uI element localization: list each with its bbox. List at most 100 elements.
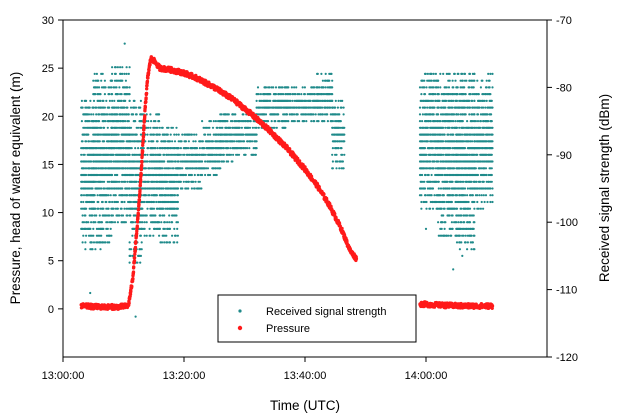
signal-point (158, 120, 161, 123)
signal-point (463, 72, 467, 75)
signal-point (89, 227, 92, 230)
signal-point (455, 221, 458, 224)
pressure-point (136, 207, 141, 212)
signal-point (449, 147, 452, 150)
signal-point (90, 113, 93, 116)
signal-point (158, 221, 161, 224)
signal-point (108, 180, 111, 183)
signal-point (110, 234, 113, 237)
signal-point (161, 126, 164, 129)
signal-point (139, 99, 142, 102)
signal-point (87, 140, 91, 143)
signal-point (291, 99, 294, 102)
signal-point (442, 153, 445, 156)
signal-point (126, 194, 129, 197)
pressure-point (141, 135, 146, 139)
signal-point (158, 227, 161, 230)
signal-point (267, 120, 270, 123)
signal-point (111, 173, 114, 177)
signal-point (438, 99, 441, 102)
signal-point (455, 99, 459, 102)
signal-point (491, 86, 494, 89)
signal-point (134, 106, 138, 109)
signal-point (116, 173, 119, 177)
signal-point (102, 207, 105, 210)
signal-point (452, 133, 455, 136)
signal-point (111, 200, 114, 204)
pressure-point (140, 163, 144, 168)
signal-point (92, 99, 96, 102)
pressure-point (130, 284, 134, 288)
signal-point (204, 173, 207, 177)
signal-point (448, 126, 451, 129)
signal-point (490, 99, 493, 102)
signal-point (305, 120, 308, 123)
signal-point (444, 167, 447, 170)
signal-point (274, 120, 277, 123)
signal-point (169, 133, 172, 136)
signal-point (182, 180, 185, 183)
signal-point (164, 140, 167, 143)
signal-point (463, 194, 467, 197)
pressure-point (143, 105, 147, 110)
signal-point (148, 227, 151, 230)
signal-point (208, 126, 211, 129)
signal-point (121, 187, 124, 190)
signal-point (295, 86, 298, 89)
signal-point (168, 214, 171, 217)
signal-point (471, 99, 474, 102)
signal-point (425, 200, 428, 204)
signal-point (316, 72, 319, 75)
signal-point (437, 187, 440, 190)
signal-point (256, 86, 260, 89)
signal-point (448, 187, 451, 190)
signal-point (444, 126, 447, 129)
signal-point (146, 153, 149, 156)
signal-point (342, 167, 345, 170)
signal-point (112, 207, 115, 210)
signal-point (90, 221, 93, 224)
signal-point (470, 234, 473, 237)
signal-point (434, 93, 437, 96)
signal-point (430, 194, 433, 197)
signal-point (491, 160, 494, 163)
signal-point (84, 241, 87, 244)
signal-point (484, 167, 488, 170)
signal-point (193, 187, 196, 190)
signal-point (129, 248, 133, 251)
signal-point (98, 140, 101, 143)
signal-point (491, 187, 494, 190)
signal-point (149, 113, 152, 116)
signal-point (177, 147, 180, 150)
signal-point (95, 214, 98, 217)
signal-point (206, 167, 210, 170)
signal-point (303, 86, 306, 89)
signal-point (193, 133, 196, 136)
signal-point (464, 241, 467, 244)
signal-point (94, 207, 97, 210)
signal-point (143, 234, 146, 237)
signal-point (135, 200, 138, 204)
signal-point (433, 160, 436, 163)
signal-point (98, 113, 101, 116)
signal-point (198, 147, 201, 150)
signal-point (168, 140, 172, 143)
signal-point (251, 126, 254, 129)
signal-point (471, 140, 474, 143)
signal-point (479, 207, 482, 210)
signal-point (100, 126, 103, 129)
pressure-point (146, 71, 151, 76)
signal-point (184, 173, 188, 177)
signal-point (268, 86, 271, 89)
signal-point (106, 221, 109, 224)
signal-point (190, 187, 193, 190)
signal-point (485, 173, 488, 177)
signal-point (445, 86, 448, 89)
signal-point (152, 200, 156, 204)
signal-point (330, 72, 333, 75)
signal-point (135, 113, 138, 116)
signal-point (328, 79, 331, 82)
signal-point (171, 126, 174, 129)
signal-point (144, 167, 148, 170)
signal-point (476, 200, 479, 204)
